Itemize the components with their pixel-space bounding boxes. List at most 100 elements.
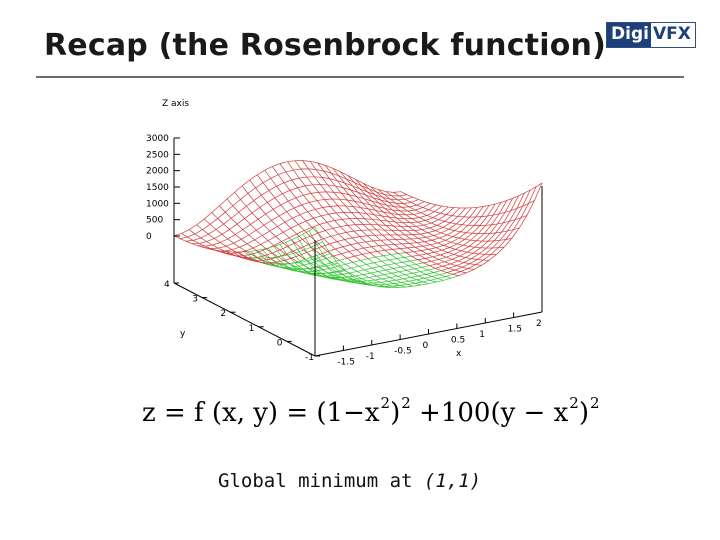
mesh-line-x	[445, 236, 454, 241]
mesh-line-y	[357, 282, 364, 285]
mesh-line-y	[359, 236, 366, 243]
mesh-line-x	[425, 256, 433, 259]
mesh-line-y	[279, 249, 286, 255]
mesh-line-x	[513, 217, 522, 230]
mesh-line-x	[312, 253, 321, 258]
mesh-line-x	[380, 199, 389, 203]
mesh-line-y	[287, 161, 294, 171]
mesh-line-x	[392, 248, 401, 250]
mesh-line-y	[279, 163, 287, 173]
mesh-line-x	[365, 194, 374, 199]
mesh-line-y	[416, 204, 423, 208]
mesh-line-x	[368, 275, 377, 278]
mesh-line-x	[399, 269, 407, 273]
mesh-line-y	[372, 240, 380, 246]
mesh-line-x	[442, 263, 451, 267]
mesh-line-x	[498, 200, 508, 215]
mesh-line-y	[305, 220, 313, 228]
mesh-line-x	[243, 253, 252, 257]
mesh-line-y	[250, 224, 257, 231]
mesh-line-y	[362, 224, 370, 231]
mesh-line-y	[344, 239, 351, 246]
mesh-line-x	[305, 217, 314, 222]
mesh-line-y	[400, 226, 407, 231]
mesh-line-y	[413, 251, 420, 256]
mesh-line-x	[380, 280, 389, 283]
mesh-line-y	[442, 265, 449, 269]
mesh-line-y	[249, 179, 256, 188]
mesh-line-y	[354, 255, 361, 261]
mesh-line-y	[435, 267, 442, 271]
mesh-line-y	[238, 212, 245, 219]
mesh-line-y	[330, 267, 337, 272]
mesh-line-x	[462, 239, 471, 246]
mesh-line-y	[418, 275, 425, 279]
mesh-line-x	[362, 202, 370, 206]
mesh-line-x	[410, 275, 419, 278]
mesh-line-y	[441, 249, 449, 253]
mesh-line-x	[373, 214, 382, 217]
mesh-line-x	[283, 257, 292, 261]
mesh-line-y	[352, 206, 360, 214]
mesh-line-y	[311, 227, 318, 234]
mesh-line-y	[431, 222, 438, 226]
mesh-line-y	[425, 258, 432, 262]
mesh-line-x	[325, 227, 333, 231]
mesh-line-y	[297, 187, 304, 196]
mesh-line-y	[324, 253, 331, 257]
mesh-line-y	[403, 238, 410, 244]
mesh-line-y	[359, 188, 366, 196]
mesh-line-y	[420, 250, 428, 255]
y-tick-label-1: 3	[192, 295, 198, 305]
mesh-line-y	[257, 218, 265, 226]
mesh-line-x	[272, 249, 280, 254]
mesh-line-x	[415, 245, 423, 248]
mesh-line-x	[457, 207, 466, 217]
mesh-line-x	[340, 225, 348, 227]
mesh-line-y	[355, 179, 362, 187]
mesh-line-y	[330, 206, 337, 214]
mesh-line-x	[364, 218, 373, 220]
mesh-line-x	[424, 276, 432, 279]
mesh-line-y	[431, 276, 438, 279]
mesh-line-x	[335, 185, 344, 189]
mesh-line-x	[386, 283, 395, 285]
mesh-line-x	[316, 244, 325, 257]
mesh-line-x	[473, 216, 482, 226]
mesh-line-x	[361, 277, 369, 279]
mesh-line-x	[508, 208, 518, 222]
mesh-line-y	[331, 262, 338, 267]
mesh-line-x	[448, 265, 457, 269]
mesh-line-x	[473, 264, 482, 270]
mesh-line-y	[237, 252, 244, 257]
mesh-line-x	[395, 221, 403, 223]
mesh-line-y	[289, 190, 297, 198]
mesh-line-x	[352, 236, 360, 239]
mesh-line-y	[376, 191, 383, 198]
mesh-line-y	[361, 230, 368, 236]
mesh-line-x	[295, 194, 304, 199]
mesh-line-x	[307, 208, 316, 213]
mesh-line-y	[324, 199, 331, 207]
mesh-line-y	[295, 197, 303, 206]
mesh-line-y	[256, 257, 264, 261]
mesh-line-y	[457, 260, 464, 263]
mesh-line-y	[427, 232, 434, 236]
mesh-line-x	[338, 175, 347, 180]
mesh-line-x	[304, 249, 313, 260]
mesh-line-y	[319, 224, 326, 231]
mesh-line-y	[229, 229, 236, 235]
mesh-line-y	[303, 194, 310, 203]
mesh-line-y	[399, 230, 406, 236]
mesh-line-x	[355, 274, 364, 277]
mesh-line-y	[400, 191, 408, 195]
mesh-line-x	[373, 260, 382, 264]
mesh-line-y	[330, 235, 338, 242]
mesh-line-y	[390, 254, 397, 259]
mesh-line-x	[459, 251, 468, 257]
mesh-line-x	[321, 243, 330, 248]
mesh-line-x	[327, 184, 336, 187]
mesh-line-y	[393, 192, 400, 197]
mesh-line-y	[231, 249, 238, 254]
mesh-line-y	[477, 206, 484, 208]
